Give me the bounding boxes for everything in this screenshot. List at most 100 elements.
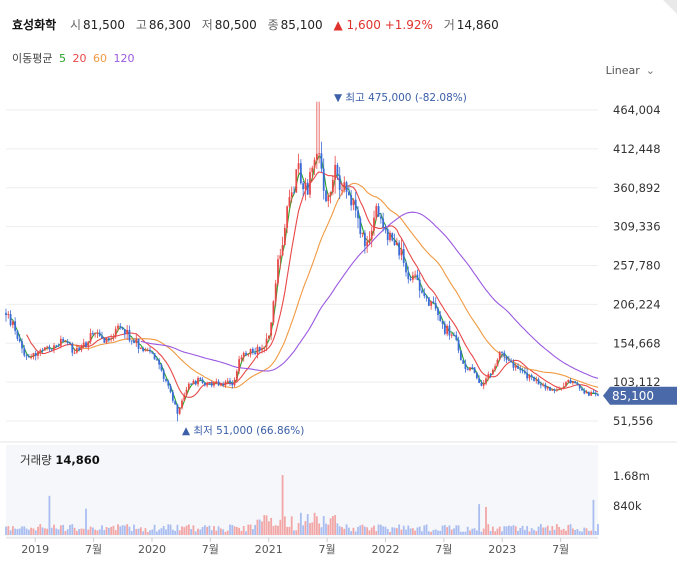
candle-body bbox=[261, 348, 263, 351]
candle bbox=[9, 310, 12, 327]
candle-body bbox=[158, 359, 161, 365]
candle-body bbox=[107, 338, 110, 340]
candle bbox=[89, 328, 92, 345]
candle bbox=[59, 335, 62, 349]
candle-body bbox=[89, 333, 92, 342]
volume-bar bbox=[112, 525, 115, 535]
candle bbox=[322, 158, 325, 200]
candle bbox=[395, 237, 398, 246]
candle-body bbox=[309, 172, 311, 195]
candle bbox=[501, 351, 503, 358]
x-tick-label: 7월 bbox=[552, 543, 569, 556]
candle-body bbox=[448, 325, 451, 336]
volume-bar bbox=[553, 529, 556, 535]
candle-body bbox=[288, 197, 291, 207]
candle-body bbox=[311, 167, 314, 173]
candle-body bbox=[290, 192, 293, 198]
candle-body bbox=[592, 392, 595, 394]
candle bbox=[414, 270, 417, 280]
candle bbox=[357, 206, 359, 229]
candle-body bbox=[359, 218, 362, 235]
moving-average-legend[interactable]: 이동평균 5 20 60 120 bbox=[12, 50, 137, 66]
price-grid bbox=[6, 109, 598, 422]
candle bbox=[286, 205, 289, 234]
candle-body bbox=[583, 390, 586, 394]
candle-body bbox=[121, 327, 124, 330]
volume-bars bbox=[5, 475, 599, 535]
candle-body bbox=[480, 382, 483, 386]
candle-body bbox=[315, 153, 318, 160]
candle-body bbox=[50, 349, 53, 351]
volume-bar bbox=[160, 528, 163, 535]
candle bbox=[389, 230, 391, 243]
candle bbox=[178, 407, 181, 415]
price-tick-label: 206,224 bbox=[613, 297, 661, 311]
volume-bar bbox=[361, 524, 364, 535]
volume-bar bbox=[581, 531, 583, 535]
candle bbox=[27, 354, 30, 358]
candle-body bbox=[32, 352, 35, 357]
candle bbox=[162, 368, 165, 382]
volume-bar bbox=[496, 528, 499, 535]
candle bbox=[523, 367, 526, 375]
ma-line-60 bbox=[72, 182, 599, 389]
candle-body bbox=[325, 190, 327, 202]
candle-body bbox=[361, 232, 364, 235]
candle-body bbox=[350, 195, 353, 206]
volume-bar bbox=[11, 526, 14, 535]
price-axis: 464,004 412,448 360,892 309,336 257,780 206,2… bbox=[613, 103, 661, 428]
candle bbox=[574, 380, 577, 384]
volume-bar bbox=[5, 526, 7, 535]
ma-line-20 bbox=[26, 171, 599, 398]
candle bbox=[245, 350, 247, 357]
candlestick-series[interactable] bbox=[5, 101, 599, 422]
volume-bar bbox=[357, 526, 359, 535]
volume-panel-bg bbox=[6, 445, 598, 538]
volume-bar bbox=[443, 524, 446, 535]
candle-body bbox=[368, 239, 371, 242]
volume-bar bbox=[121, 525, 124, 535]
volume-bar bbox=[597, 524, 599, 535]
candle-body bbox=[224, 381, 227, 386]
volume-bar bbox=[107, 528, 110, 535]
volume-bar bbox=[274, 525, 277, 535]
candle bbox=[71, 342, 74, 357]
candle-body bbox=[375, 206, 378, 218]
candle bbox=[194, 379, 197, 386]
volume-bar bbox=[87, 529, 90, 535]
ma-5: 5 bbox=[58, 52, 66, 65]
candle-body bbox=[542, 384, 545, 386]
candle bbox=[521, 367, 524, 374]
volume-bar bbox=[169, 524, 172, 535]
candle-body bbox=[553, 389, 556, 391]
volume-bar bbox=[510, 526, 513, 535]
scale-selector[interactable]: Linear ⌄ bbox=[606, 64, 655, 77]
candle bbox=[592, 389, 595, 394]
candle bbox=[174, 400, 177, 405]
volume-bar bbox=[279, 519, 282, 535]
volume-bar bbox=[233, 526, 236, 535]
candle bbox=[496, 358, 499, 367]
candle bbox=[416, 269, 419, 281]
candle-body bbox=[165, 378, 167, 381]
candle bbox=[535, 376, 538, 384]
candle-body bbox=[336, 164, 339, 176]
volume-bar bbox=[201, 526, 204, 535]
candle-body bbox=[48, 346, 51, 350]
candle-body bbox=[471, 367, 474, 369]
candle bbox=[567, 379, 570, 384]
volume-bar bbox=[448, 525, 451, 535]
candle bbox=[30, 353, 33, 360]
candle bbox=[62, 336, 65, 343]
candle-body bbox=[137, 338, 140, 349]
volume-bar bbox=[217, 526, 220, 535]
candle bbox=[407, 266, 410, 284]
volume-bar bbox=[187, 524, 190, 535]
volume-bar bbox=[530, 528, 533, 535]
price-tick-label: 309,336 bbox=[613, 220, 661, 234]
candle-body bbox=[373, 217, 375, 231]
candle-body bbox=[558, 388, 561, 390]
candle-body bbox=[96, 332, 99, 334]
candle-body bbox=[153, 353, 156, 360]
